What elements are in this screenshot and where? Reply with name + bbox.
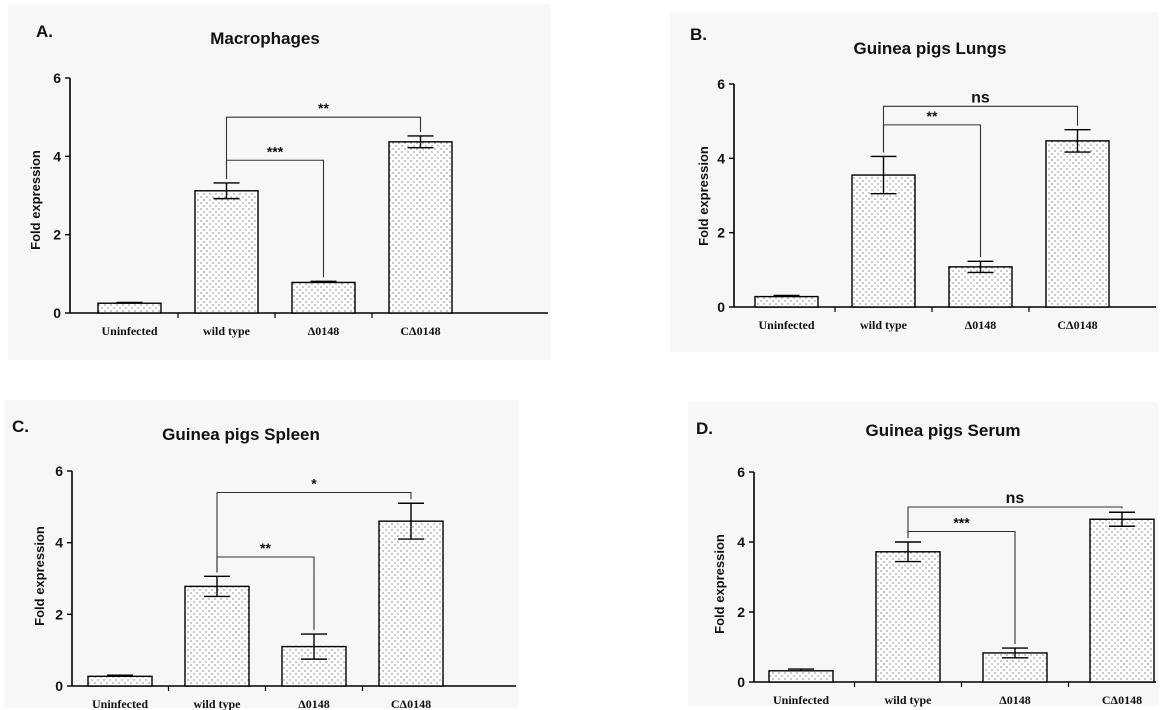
panel-letter: C. — [12, 417, 29, 436]
significance-label: ** — [260, 540, 271, 556]
y-tick-label: 4 — [53, 148, 61, 164]
bar — [184, 585, 250, 687]
y-axis-label: Fold expression — [28, 150, 43, 250]
significance-label: ** — [927, 108, 938, 124]
significance-label: *** — [267, 143, 284, 159]
x-tick-label: CΔ0148 — [391, 697, 431, 710]
significance-label: ** — [318, 100, 329, 116]
significance-bracket — [225, 116, 422, 179]
panel-d: D. Guinea pigs Serum Fold expression 0 2 4… — [688, 402, 1158, 707]
chart-b: B. Guinea pigs Lungs Fold expression 0 2 4… — [690, 25, 1156, 332]
y-tick-label: 6 — [53, 70, 61, 86]
y-tick-label: 4 — [55, 535, 63, 551]
y-axis-label: Fold expression — [696, 146, 711, 246]
y-tick-label: 6 — [737, 464, 745, 480]
x-tick-label: CΔ0148 — [1057, 318, 1097, 332]
x-tick-label: Uninfected — [102, 324, 158, 338]
bar — [194, 190, 259, 314]
y-tick-label: 6 — [55, 463, 63, 479]
y-axis-label: Fold expression — [712, 534, 727, 634]
panel-c: C. Guinea pigs Spleen Fold expression 0 2… — [4, 400, 518, 710]
significance-label: * — [311, 476, 317, 492]
panel-a: A. Macrophages Fold expression 0 2 4 6 Uninf… — [8, 4, 550, 360]
y-tick-label: 2 — [717, 225, 725, 241]
bar — [1045, 140, 1110, 308]
bar — [97, 302, 162, 314]
chart-d: D. Guinea pigs Serum Fold expression 0 2 4… — [696, 419, 1156, 707]
y-axis-label: Fold expression — [32, 526, 47, 626]
x-tick-label: wild type — [860, 318, 908, 332]
chart-title: Guinea pigs Serum — [866, 421, 1021, 440]
y-tick-label: 0 — [55, 678, 63, 694]
bar — [291, 281, 356, 314]
y-tick-label: 0 — [717, 299, 725, 315]
bar — [948, 266, 1013, 308]
y-tick-label: 6 — [717, 76, 725, 92]
x-tick-label: Δ0148 — [999, 693, 1031, 707]
significance-label: ns — [971, 89, 990, 106]
chart-c: C. Guinea pigs Spleen Fold expression 0 2… — [12, 417, 516, 710]
x-tick-label: Δ0148 — [965, 318, 997, 332]
x-tick-label: Δ0148 — [298, 697, 330, 710]
chart-title: Guinea pigs Spleen — [162, 425, 320, 444]
significance-bracket — [907, 506, 1123, 538]
x-tick-label: Δ0148 — [308, 324, 340, 338]
significance-bracket — [216, 491, 412, 573]
x-tick-label: Uninfected — [92, 697, 148, 710]
x-tick-label: CΔ0148 — [400, 324, 440, 338]
bar — [754, 295, 819, 308]
bar — [875, 551, 941, 683]
bar — [1089, 518, 1155, 683]
bar — [388, 141, 453, 314]
y-tick-label: 2 — [737, 604, 745, 620]
panel-letter: D. — [696, 419, 713, 438]
x-tick-label: wild type — [193, 697, 241, 710]
x-tick-label: Uninfected — [759, 318, 815, 332]
chart-a: A. Macrophages Fold expression 0 2 4 6 Uninf… — [28, 22, 548, 338]
significance-label: ns — [1006, 490, 1025, 507]
x-tick-label: Uninfected — [773, 693, 829, 707]
x-tick-label: wild type — [884, 693, 932, 707]
y-tick-label: 2 — [53, 227, 61, 243]
bar — [768, 670, 834, 683]
y-tick-label: 0 — [53, 305, 61, 321]
y-tick-label: 4 — [717, 150, 725, 166]
chart-title: Macrophages — [210, 29, 320, 48]
x-tick-label: CΔ0148 — [1102, 693, 1142, 707]
significance-label: *** — [953, 515, 970, 531]
bar — [851, 174, 916, 308]
bar — [87, 675, 153, 687]
y-tick-label: 4 — [737, 534, 745, 550]
chart-title: Guinea pigs Lungs — [853, 39, 1006, 58]
y-tick-label: 0 — [737, 674, 745, 690]
x-tick-label: wild type — [203, 324, 251, 338]
y-tick-label: 2 — [55, 606, 63, 622]
bar — [378, 520, 444, 687]
panel-letter: B. — [690, 25, 707, 44]
panel-b: B. Guinea pigs Lungs Fold expression 0 2 4… — [670, 12, 1158, 352]
panel-letter: A. — [36, 22, 53, 41]
significance-bracket — [882, 105, 1079, 153]
